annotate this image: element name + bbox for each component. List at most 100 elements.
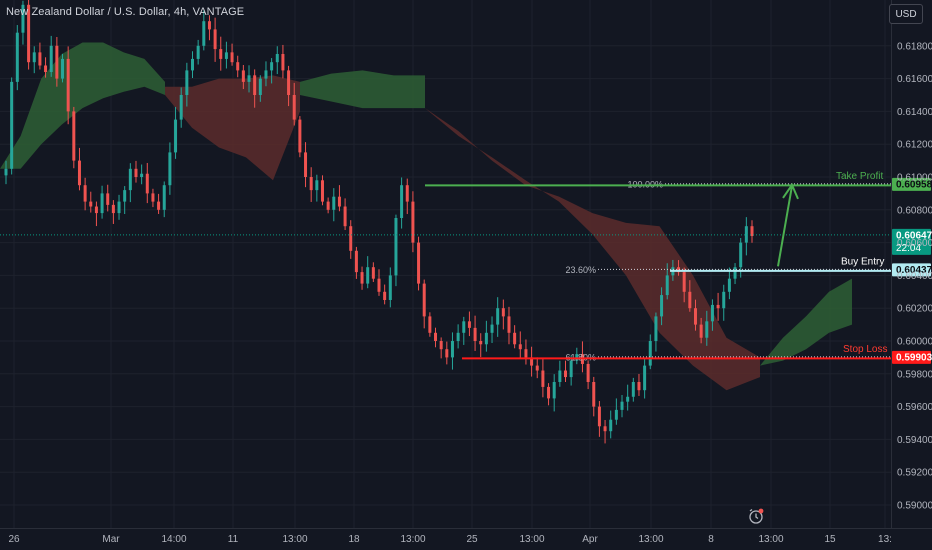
candle-body[interactable] xyxy=(123,190,127,202)
candle-body[interactable] xyxy=(699,324,703,338)
candle-body[interactable] xyxy=(609,419,613,432)
currency-button[interactable]: USD xyxy=(889,4,923,24)
candle-body[interactable] xyxy=(558,370,562,382)
candle-body[interactable] xyxy=(688,291,692,309)
candle-body[interactable] xyxy=(569,360,573,378)
candle-body[interactable] xyxy=(677,267,681,273)
candle-body[interactable] xyxy=(710,304,714,322)
candle-body[interactable] xyxy=(733,267,737,279)
candle-body[interactable] xyxy=(484,332,488,345)
candle-body[interactable] xyxy=(100,193,104,214)
candle-body[interactable] xyxy=(682,272,686,292)
candle-body[interactable] xyxy=(287,70,291,95)
candle-body[interactable] xyxy=(693,308,697,325)
candle-body[interactable] xyxy=(10,81,14,169)
candle-body[interactable] xyxy=(117,201,121,214)
candle-body[interactable] xyxy=(61,58,65,79)
candle-body[interactable] xyxy=(744,226,748,243)
candle-body[interactable] xyxy=(219,49,223,59)
candle-body[interactable] xyxy=(371,267,375,279)
candle-body[interactable] xyxy=(445,349,449,358)
candle-body[interactable] xyxy=(597,406,601,427)
candle-body[interactable] xyxy=(501,308,505,317)
candle-body[interactable] xyxy=(405,185,409,202)
candle-body[interactable] xyxy=(134,168,138,177)
candle-body[interactable] xyxy=(315,180,319,191)
candle-body[interactable] xyxy=(349,226,353,251)
candle-body[interactable] xyxy=(49,45,53,73)
candle-body[interactable] xyxy=(162,185,166,210)
candle-body[interactable] xyxy=(541,370,545,387)
candle-body[interactable] xyxy=(128,168,132,191)
candle-body[interactable] xyxy=(111,204,115,214)
candle-body[interactable] xyxy=(157,201,161,210)
candle-body[interactable] xyxy=(394,218,398,276)
candle-body[interactable] xyxy=(400,185,404,218)
candle-body[interactable] xyxy=(388,275,392,300)
candle-body[interactable] xyxy=(620,401,624,410)
candle-body[interactable] xyxy=(354,250,358,273)
candle-body[interactable] xyxy=(337,196,341,207)
candle-body[interactable] xyxy=(196,45,200,59)
candle-body[interactable] xyxy=(21,4,25,33)
candle-body[interactable] xyxy=(326,201,330,210)
candle-body[interactable] xyxy=(524,349,528,358)
candle-body[interactable] xyxy=(547,386,551,399)
candle-body[interactable] xyxy=(332,196,336,210)
candle-body[interactable] xyxy=(637,382,641,391)
candle-body[interactable] xyxy=(151,193,155,202)
candle-body[interactable] xyxy=(185,70,189,95)
candle-body[interactable] xyxy=(224,52,228,59)
candle-body[interactable] xyxy=(586,363,590,382)
candle-body[interactable] xyxy=(411,201,415,243)
candle-body[interactable] xyxy=(439,341,443,350)
candle-body[interactable] xyxy=(535,365,539,371)
candle-body[interactable] xyxy=(722,291,726,309)
candle-body[interactable] xyxy=(4,168,8,176)
candle-body[interactable] xyxy=(236,62,240,71)
candle-body[interactable] xyxy=(716,304,720,309)
candle-body[interactable] xyxy=(27,4,31,63)
candle-body[interactable] xyxy=(434,332,438,341)
candle-body[interactable] xyxy=(72,111,76,161)
candle-body[interactable] xyxy=(38,52,42,66)
candle-body[interactable] xyxy=(66,58,70,112)
candle-body[interactable] xyxy=(15,32,19,82)
candle-body[interactable] xyxy=(191,58,194,71)
candle-body[interactable] xyxy=(450,341,454,358)
candle-body[interactable] xyxy=(564,370,567,378)
candle-body[interactable] xyxy=(89,201,93,207)
candle-body[interactable] xyxy=(552,382,556,399)
candle-body[interactable] xyxy=(422,283,426,317)
candle-body[interactable] xyxy=(727,278,731,292)
candle-body[interactable] xyxy=(275,54,279,63)
candle-body[interactable] xyxy=(270,62,274,71)
candle-body[interactable] xyxy=(202,21,206,46)
candle-body[interactable] xyxy=(417,242,421,284)
candle-body[interactable] xyxy=(631,382,635,397)
candle-body[interactable] xyxy=(94,206,98,214)
candle-body[interactable] xyxy=(55,45,59,79)
candle-body[interactable] xyxy=(490,324,494,333)
candle-body[interactable] xyxy=(377,278,381,292)
candle-body[interactable] xyxy=(77,160,81,186)
candle-body[interactable] xyxy=(174,119,178,153)
candle-body[interactable] xyxy=(456,332,460,341)
candle-body[interactable] xyxy=(467,321,471,328)
candle-body[interactable] xyxy=(462,321,466,333)
candle-body[interactable] xyxy=(518,344,522,350)
candle-body[interactable] xyxy=(496,308,500,325)
candle-body[interactable] xyxy=(83,185,87,202)
candle-body[interactable] xyxy=(473,327,477,341)
candle-body[interactable] xyxy=(207,21,211,30)
alarm-clock-icon[interactable] xyxy=(747,507,765,525)
candle-body[interactable] xyxy=(320,180,324,202)
candle-body[interactable] xyxy=(140,173,144,177)
candle-body[interactable] xyxy=(292,95,296,120)
candle-body[interactable] xyxy=(750,226,754,237)
candle-body[interactable] xyxy=(739,242,743,268)
candle-body[interactable] xyxy=(513,332,517,345)
candle-body[interactable] xyxy=(366,267,370,284)
candle-body[interactable] xyxy=(383,291,387,300)
